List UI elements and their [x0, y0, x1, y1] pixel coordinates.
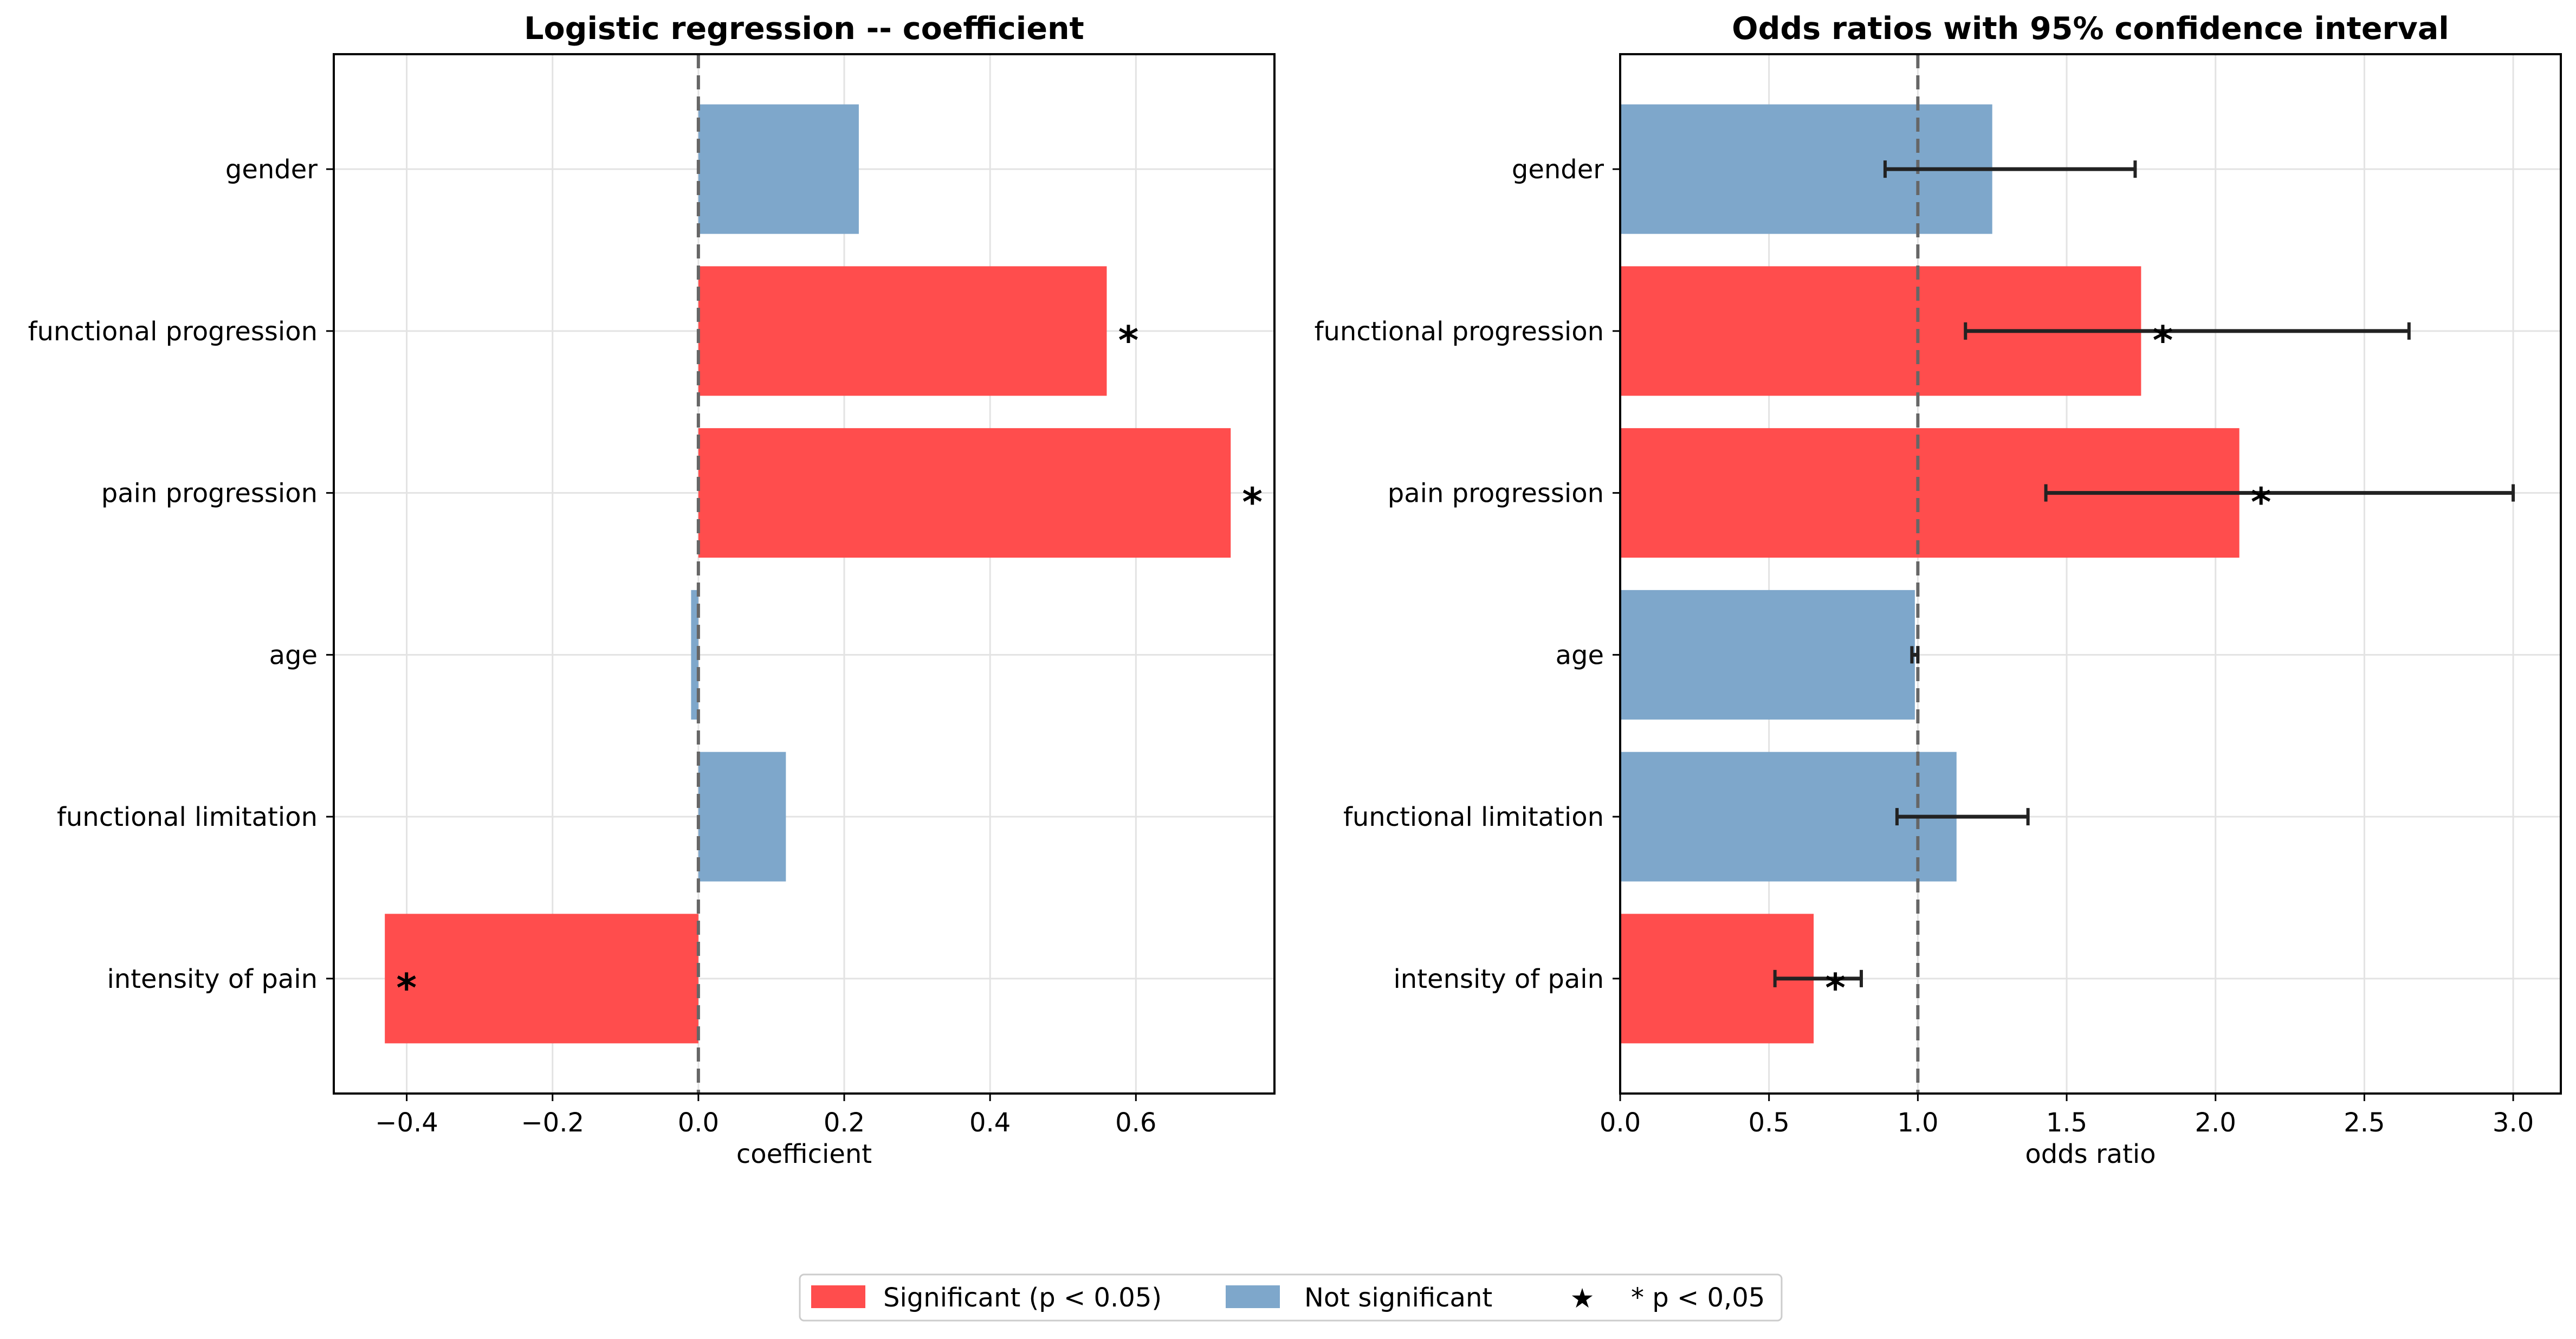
not-significant-bar [1620, 590, 1915, 720]
y-tick-label: intensity of pain [1393, 964, 1604, 994]
x-tick-label: 2.5 [2344, 1108, 2385, 1138]
x-tick-label: 3.0 [2493, 1108, 2534, 1138]
significant-swatch [811, 1285, 865, 1308]
y-tick-label: age [269, 640, 318, 670]
chart-title: Odds ratios with 95% confidence interval [1732, 11, 2449, 47]
legend-label: * p < 0,05 [1631, 1283, 1765, 1313]
significance-star: * [2251, 480, 2271, 525]
y-tick-label: gender [1512, 154, 1604, 185]
y-tick-label: functional progression [1315, 316, 1604, 347]
x-axis-label: odds ratio [2025, 1139, 2156, 1169]
y-tick-label: functional limitation [1343, 802, 1604, 832]
y-tick-label: pain progression [101, 478, 318, 509]
legend: Significant (p < 0.05) Not significant ★ * … [799, 1273, 1783, 1322]
x-tick-label: −0.4 [375, 1108, 438, 1138]
significance-star: * [1242, 480, 1263, 525]
y-tick-label: functional limitation [57, 802, 318, 832]
y-tick-label: intensity of pain [107, 964, 318, 994]
y-tick-label: pain progression [1388, 478, 1604, 509]
significance-star: * [396, 965, 417, 1011]
not-significant-bar [691, 590, 698, 720]
significance-star: * [2153, 318, 2173, 363]
legend-frame [799, 1273, 1783, 1322]
significance-star: * [1825, 965, 1846, 1011]
y-tick-label: age [1556, 640, 1604, 670]
odds-ratio-panel: * * * gender functional progression pain prog… [1315, 11, 2562, 1169]
x-tick-label: 0.4 [969, 1108, 1011, 1138]
x-tick-label: 0.2 [824, 1108, 865, 1138]
x-tick-label: 0.6 [1115, 1108, 1156, 1138]
plot-frame [1619, 53, 2562, 1095]
x-tick-label: 0.5 [1749, 1108, 1790, 1138]
star-marker-icon: ★ [1570, 1283, 1595, 1314]
significant-bar [385, 914, 698, 1044]
not-significant-swatch [1226, 1285, 1280, 1308]
x-tick-label: 1.5 [2046, 1108, 2087, 1138]
x-tick-label: −0.2 [521, 1108, 584, 1138]
plot-frame [333, 53, 1276, 1095]
chart-title: Logistic regression -- coefficient [524, 11, 1084, 47]
significant-bar [698, 266, 1107, 396]
y-tick-label: gender [225, 154, 318, 185]
legend-label: Not significant [1304, 1283, 1492, 1313]
not-significant-bar [698, 752, 786, 882]
legend-label: Significant (p < 0.05) [883, 1283, 1162, 1313]
x-axis-label: coefficient [736, 1139, 872, 1169]
not-significant-bar [698, 104, 859, 234]
significant-bar [698, 428, 1231, 558]
x-tick-label: 1.0 [1897, 1108, 1938, 1138]
x-tick-label: 2.0 [2195, 1108, 2236, 1138]
coefficient-panel: * * * gender functional progression pain prog… [28, 11, 1276, 1169]
x-tick-label: 0.0 [1600, 1108, 1641, 1138]
x-tick-label: 0.0 [678, 1108, 719, 1138]
significance-star: * [1118, 318, 1139, 363]
y-tick-label: functional progression [28, 316, 318, 347]
